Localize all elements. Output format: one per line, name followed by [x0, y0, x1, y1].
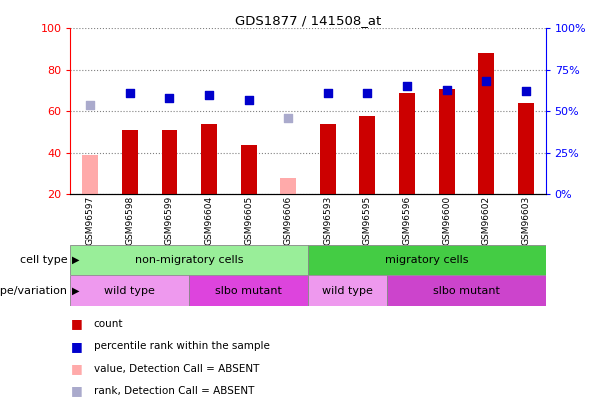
Text: ■: ■: [70, 384, 82, 397]
Bar: [387, 275, 546, 306]
Bar: [280, 178, 296, 194]
Point: [323, 90, 333, 96]
Bar: [241, 145, 257, 194]
Text: slbo mutant: slbo mutant: [215, 286, 282, 296]
Bar: [518, 103, 534, 194]
Text: wild type: wild type: [322, 286, 373, 296]
Point: [442, 87, 452, 93]
Text: percentile rank within the sample: percentile rank within the sample: [94, 341, 270, 351]
Bar: [82, 155, 98, 194]
Bar: [189, 275, 308, 306]
Point: [481, 78, 491, 85]
Point: [164, 95, 174, 101]
Point: [125, 90, 135, 96]
Text: count: count: [94, 319, 123, 329]
Text: ■: ■: [70, 340, 82, 353]
Bar: [478, 53, 494, 194]
Point: [283, 115, 293, 121]
Bar: [201, 124, 217, 194]
Text: ▶: ▶: [72, 255, 80, 265]
Bar: [308, 275, 387, 306]
Point: [402, 83, 412, 90]
Text: migratory cells: migratory cells: [385, 255, 468, 265]
Text: slbo mutant: slbo mutant: [433, 286, 500, 296]
Title: GDS1877 / 141508_at: GDS1877 / 141508_at: [235, 14, 381, 27]
Text: rank, Detection Call = ABSENT: rank, Detection Call = ABSENT: [94, 386, 254, 396]
Point: [244, 96, 254, 103]
Text: ■: ■: [70, 362, 82, 375]
Point: [204, 92, 214, 98]
Text: non-migratory cells: non-migratory cells: [135, 255, 243, 265]
Text: ■: ■: [70, 318, 82, 330]
Text: ▶: ▶: [72, 286, 80, 296]
Point: [85, 102, 95, 108]
Bar: [359, 115, 375, 194]
Bar: [399, 93, 415, 194]
Text: wild type: wild type: [104, 286, 155, 296]
Bar: [122, 130, 138, 194]
Point: [362, 90, 372, 96]
Bar: [320, 124, 336, 194]
Text: cell type: cell type: [20, 255, 67, 265]
Text: genotype/variation: genotype/variation: [0, 286, 67, 296]
Bar: [162, 130, 177, 194]
Bar: [70, 275, 189, 306]
Point: [521, 88, 531, 95]
Text: value, Detection Call = ABSENT: value, Detection Call = ABSENT: [94, 364, 259, 373]
Bar: [70, 245, 308, 275]
Bar: [308, 245, 546, 275]
Bar: [439, 89, 454, 194]
